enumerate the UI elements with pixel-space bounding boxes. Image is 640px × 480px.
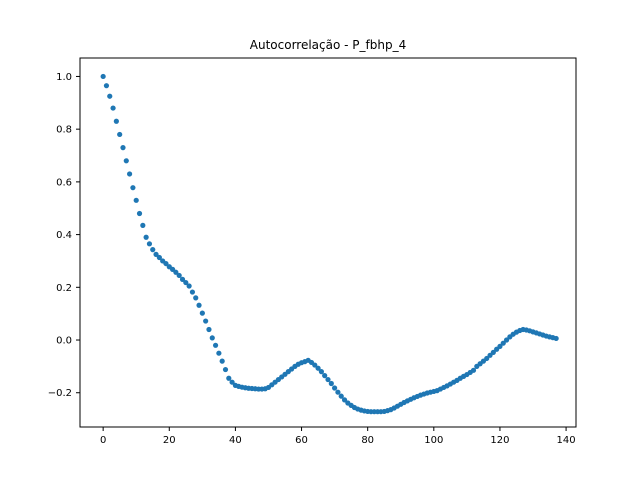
data-point [500, 340, 506, 346]
data-point [470, 367, 477, 373]
data-point [153, 251, 159, 257]
data-point [143, 234, 149, 240]
data-point [322, 373, 328, 379]
y-tick-label: 0.2 [56, 283, 72, 294]
data-point [173, 269, 179, 275]
data-point [156, 254, 162, 261]
data-point [341, 397, 348, 403]
data-point [222, 366, 229, 373]
data-points [100, 73, 559, 415]
chart-title: Autocorrelação - P_fbhp_4 [250, 38, 406, 52]
x-tick-label: 120 [490, 435, 509, 446]
data-point [328, 380, 334, 387]
data-point [113, 118, 119, 124]
data-point [325, 376, 331, 383]
y-axis-ticks: 1.0 0.8 0.6 0.4 0.2 0.0 −0.2 [48, 72, 80, 399]
y-tick-label: 1.0 [56, 72, 72, 83]
data-point [338, 393, 344, 399]
x-tick-label: 100 [424, 435, 443, 446]
data-point [332, 385, 338, 391]
x-tick-label: 80 [361, 435, 374, 446]
data-point [553, 335, 559, 342]
x-tick-label: 140 [557, 435, 576, 446]
x-axis-ticks: 0 20 40 60 80 100 120 140 [100, 427, 576, 446]
data-point [163, 260, 169, 267]
data-point [196, 302, 202, 308]
data-point [216, 350, 222, 356]
data-point [193, 295, 199, 301]
data-point [315, 365, 321, 371]
x-tick-label: 40 [229, 435, 242, 446]
data-point [219, 358, 225, 364]
y-tick-label: −0.2 [48, 388, 72, 399]
data-point [107, 93, 113, 99]
y-tick-label: 0.6 [56, 177, 72, 188]
data-point [484, 355, 490, 362]
data-point [312, 362, 318, 368]
data-point [490, 349, 496, 356]
data-point [203, 318, 209, 324]
data-point [140, 222, 146, 228]
data-point [318, 369, 324, 375]
data-point [130, 185, 136, 191]
data-point [127, 171, 133, 177]
data-point [123, 158, 129, 164]
data-point [150, 247, 156, 253]
data-point [503, 337, 510, 343]
y-tick-label: 0.0 [56, 336, 72, 347]
x-tick-label: 20 [163, 435, 176, 446]
data-point [229, 379, 235, 385]
data-point [226, 375, 232, 381]
data-point [335, 389, 341, 395]
data-point [183, 279, 189, 286]
data-point [189, 289, 196, 295]
data-point [206, 326, 212, 333]
data-point [179, 276, 186, 282]
x-tick-label: 60 [295, 435, 308, 446]
plot-area-frame [79, 57, 577, 428]
data-point [212, 342, 219, 348]
data-point [120, 145, 126, 151]
data-point [209, 335, 215, 341]
data-point [100, 73, 106, 80]
data-point [497, 343, 503, 349]
data-point [103, 83, 110, 89]
data-point [110, 105, 116, 111]
data-point [133, 197, 139, 203]
data-point [136, 210, 143, 217]
data-point [199, 310, 205, 316]
data-point [146, 241, 153, 247]
data-point [176, 272, 182, 279]
y-tick-label: 0.8 [56, 125, 72, 136]
y-tick-label: 0.4 [56, 230, 72, 241]
x-tick-label: 0 [100, 435, 106, 446]
data-point [117, 131, 123, 138]
data-point [186, 283, 192, 289]
